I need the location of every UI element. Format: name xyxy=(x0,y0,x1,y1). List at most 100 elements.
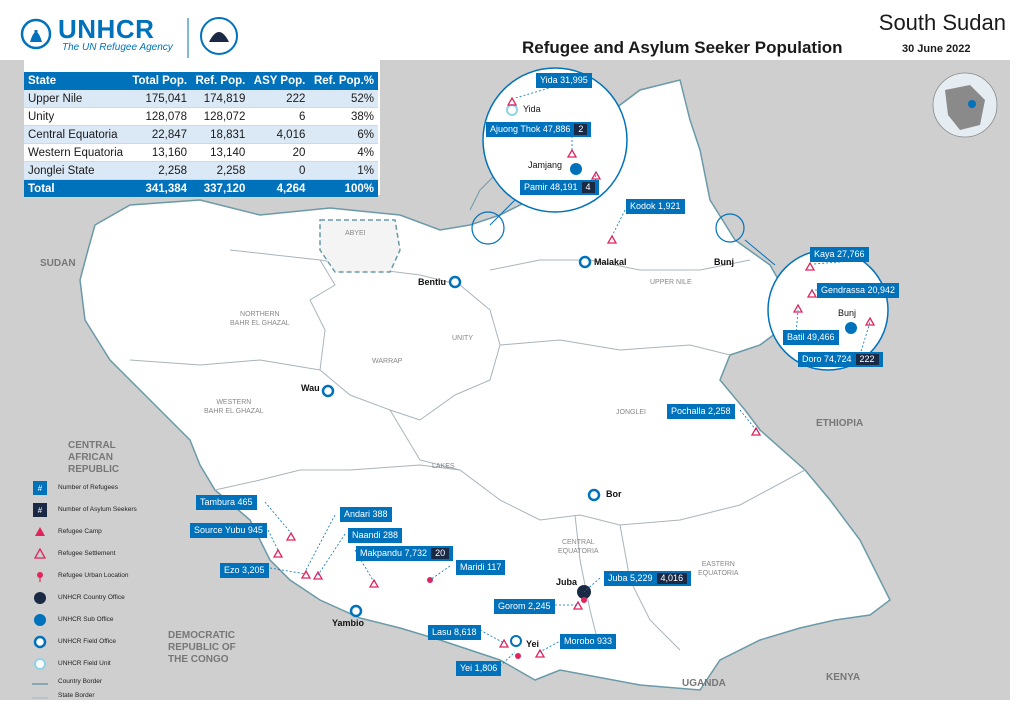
region-label-ee: EASTERN EQUATORIA xyxy=(698,561,739,577)
legend-item: # Number of Asylum Seekers xyxy=(28,500,160,522)
refugee-settlement-icon-naandi xyxy=(312,570,324,580)
table-cell: Central Equatoria xyxy=(24,125,128,144)
legend-item: UNHCR Field Unit xyxy=(28,654,160,676)
table-cell: 222 xyxy=(249,90,310,108)
legend-label: Country Border xyxy=(58,678,103,685)
legend-label: Refugee Camp xyxy=(58,528,102,535)
table-cell: 2,258 xyxy=(191,161,250,180)
site-label-gorom: Gorom 2,245 xyxy=(494,599,555,614)
table-col-header: Ref. Pop.% xyxy=(309,72,378,90)
place-label-juba: Juba xyxy=(556,577,578,587)
urban-location-icon-juba xyxy=(581,597,587,603)
region-label-abyei: ABYEI xyxy=(345,230,366,237)
table-cell: 18,831 xyxy=(191,125,250,144)
field-office-icon-wau xyxy=(321,384,335,398)
inset-target-maban xyxy=(715,213,745,243)
site-value: Tambura 465 xyxy=(200,497,253,507)
site-label-batil: Batil 49,466 xyxy=(783,330,839,345)
table-cell: 6% xyxy=(309,125,378,144)
field-office-icon-malakal xyxy=(578,255,592,269)
region-label-lakes: LAKES xyxy=(432,463,455,470)
refugee-camp-icon-yida xyxy=(506,96,518,106)
site-value: Lasu 8,618 xyxy=(432,627,477,637)
site-value: Maridi 117 xyxy=(460,562,502,572)
legend-item: UNHCR Country Office xyxy=(28,588,160,610)
legend-item: # Number of Refugees xyxy=(28,478,160,500)
site-label-pochalla: Pochalla 2,258 xyxy=(667,404,735,419)
field-office-icon-bentiu xyxy=(448,275,462,289)
refugee-camp-icon xyxy=(35,527,45,536)
refugee-settlement-icon-makpandu xyxy=(368,578,380,588)
table-cell: 13,140 xyxy=(191,143,250,162)
site-value: Gorom 2,245 xyxy=(498,601,551,611)
site-label-yei: Yei 1,806 xyxy=(456,661,502,676)
table-col-header: State xyxy=(24,72,128,90)
refugee-camp-icon-batil xyxy=(792,303,804,313)
table-cell: 1% xyxy=(309,161,378,180)
table-cell: 13,160 xyxy=(127,143,192,162)
site-label-gendrassa: Gendrassa 20,942 xyxy=(817,283,900,298)
inset-connector-unity xyxy=(489,199,516,226)
table-row: Unity 128,078 128,072 6 38% xyxy=(24,107,378,126)
legend-label: Refugee Settlement xyxy=(58,550,116,557)
field-office-icon-yambio xyxy=(349,604,363,618)
refugee-settlement-icon-ezo xyxy=(300,569,312,579)
svg-text:#: # xyxy=(38,484,43,493)
site-label-doro: Doro 74,724 222 xyxy=(798,352,883,367)
table-cell: 4% xyxy=(309,143,378,162)
region-label-upper-nile: UPPER NILE xyxy=(650,279,692,286)
region-label-unity: UNITY xyxy=(452,335,473,342)
site-label-makpandu: Makpandu 7,732 20 xyxy=(356,546,454,561)
org-name: UNHCR xyxy=(58,14,155,44)
asylum-value: 4,016 xyxy=(656,573,688,584)
table-col-header: Total Pop. xyxy=(127,72,192,90)
table-row: Central Equatoria 22,847 18,831 4,016 6% xyxy=(24,125,378,144)
refugee-count-box-icon: # xyxy=(33,481,47,495)
neighbor-label-sudan: SUDAN xyxy=(40,258,76,269)
legend-label: Number of Asylum Seekers xyxy=(58,506,137,513)
site-value: Source Yubu 945 xyxy=(194,525,263,535)
refugee-camp-icon-gendrassa xyxy=(806,288,818,298)
urban-location-icon xyxy=(37,572,43,582)
table-cell: 341,384 xyxy=(127,179,192,198)
table-cell: Western Equatoria xyxy=(24,143,128,162)
map-date: 30 June 2022 xyxy=(902,43,971,55)
asylum-value: 222 xyxy=(855,354,879,365)
table-cell: 22,847 xyxy=(127,125,192,144)
place-label-bentiu: Bentiu xyxy=(418,277,446,287)
neighbor-label-ethiopia: ETHIOPIA xyxy=(816,418,864,429)
region-label-warrap: WARRAP xyxy=(372,358,403,365)
site-label-ajuong-thok: Ajuong Thok 47,886 2 xyxy=(486,122,592,137)
table-col-header: ASY Pop. xyxy=(249,72,310,90)
table-cell: 100% xyxy=(309,179,378,198)
field-office-icon-bor xyxy=(587,488,601,502)
place-label-wau: Wau xyxy=(301,383,320,393)
site-value: Batil 49,466 xyxy=(787,332,835,342)
refugee-camp-icon-kaya xyxy=(804,261,816,271)
site-value: Ezo 3,205 xyxy=(224,565,265,575)
table-row: Western Equatoria 13,160 13,140 20 4% xyxy=(24,143,378,162)
site-value: Doro 74,724 xyxy=(802,354,852,364)
asylum-value: 20 xyxy=(431,548,450,559)
asylum-value: 4 xyxy=(581,182,595,193)
table-cell: 175,041 xyxy=(127,90,192,108)
table-cell: Jonglei State xyxy=(24,161,128,180)
place-label-bunj: Bunj xyxy=(714,257,734,267)
site-label-kaya: Kaya 27,766 xyxy=(810,247,869,262)
place-label-malakal: Malakal xyxy=(594,257,627,267)
place-label-yei: Yei xyxy=(526,639,540,649)
site-value: Juba 5,229 xyxy=(608,573,653,583)
legend-item: UNHCR Sub Office xyxy=(28,610,160,632)
map-legend: # Number of Refugees # Number of Asylum … xyxy=(28,478,160,704)
refugee-settlement-icon-gorom xyxy=(572,600,584,610)
table-cell: 52% xyxy=(309,90,378,108)
legend-label: Refugee Urban Location xyxy=(58,572,129,579)
table-cell: 0 xyxy=(249,161,310,180)
legend-label: UNHCR Field Office xyxy=(58,638,117,645)
refugee-settlement-icon-pochalla xyxy=(750,426,762,436)
neighbor-label-kenya: KENYA xyxy=(826,672,861,683)
urban-location-icon-yei xyxy=(515,653,521,659)
table-cell: Upper Nile xyxy=(24,90,128,108)
asylum-value: 2 xyxy=(574,124,588,135)
